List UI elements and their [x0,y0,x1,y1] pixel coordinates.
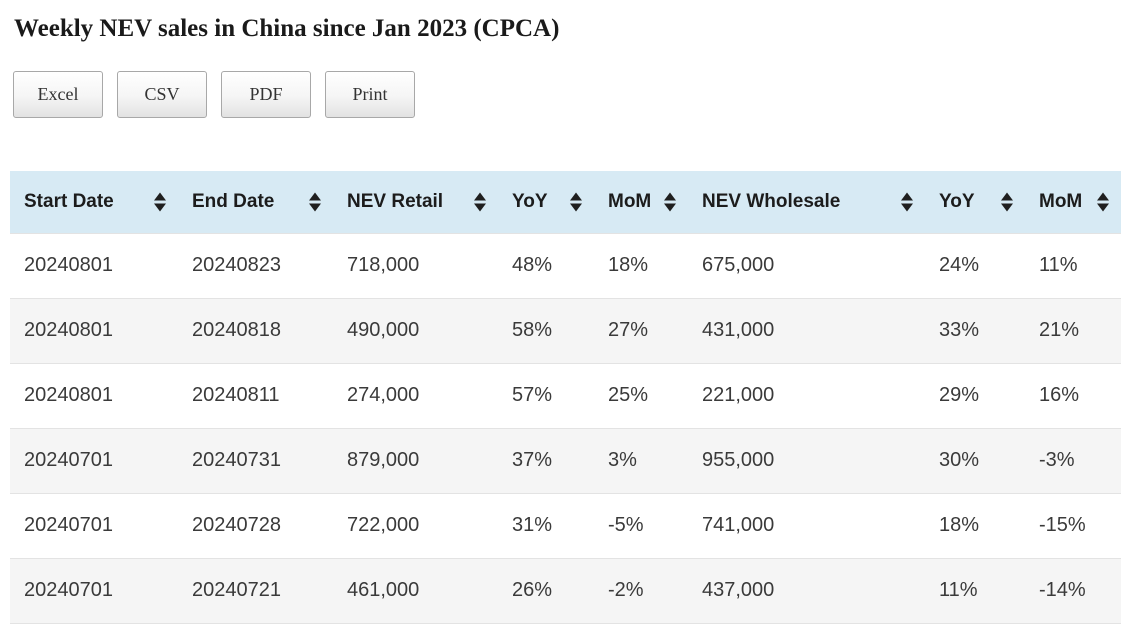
table-cell: 57% [498,362,594,429]
table-cell: 37% [498,427,594,494]
table-cell: 24% [925,232,1025,299]
table-cell: 20240728 [178,492,333,559]
column-header-nev-retail[interactable]: NEV Retail [333,171,498,234]
column-header-label: MoM [608,191,652,212]
sort-icon [309,192,321,212]
table-cell: 221,000 [688,362,925,429]
table-cell: 20240701 [10,427,178,494]
table-header: Start Date End Date NEV Retail YoY MoM N… [10,171,1121,234]
table-cell: 20240818 [178,297,333,364]
table-cell: 20240701 [10,492,178,559]
sort-icon [570,192,582,212]
sort-icon [1001,192,1013,212]
column-header-wholesale-mom[interactable]: MoM [1025,171,1121,234]
page-title: Weekly NEV sales in China since Jan 2023… [14,15,560,42]
column-header-wholesale-yoy[interactable]: YoY [925,171,1025,234]
sort-icon [154,192,166,212]
table-row: 20240701 20240721 461,000 26% -2% 437,000 11% -… [10,557,1121,624]
export-print-button[interactable]: Print [325,71,415,119]
column-header-start-date[interactable]: Start Date [10,171,178,234]
table-row: 20240801 20240811 274,000 57% 25% 221,000 29% 1… [10,362,1121,429]
table-cell: -2% [594,557,688,624]
table-cell: 675,000 [688,232,925,299]
table-cell: 461,000 [333,557,498,624]
table-cell: -14% [1025,557,1121,624]
table-cell: 11% [925,557,1025,624]
column-header-label: NEV Wholesale [702,191,841,212]
column-header-label: End Date [192,191,275,212]
table-cell: 20240823 [178,232,333,299]
column-header-retail-mom[interactable]: MoM [594,171,688,234]
table-cell: 741,000 [688,492,925,559]
table-cell: 431,000 [688,297,925,364]
table-cell: 11% [1025,232,1121,299]
table-cell: 20240731 [178,427,333,494]
table-cell: -5% [594,492,688,559]
table-cell: 26% [498,557,594,624]
sort-icon [474,192,486,212]
table-row: 20240801 20240818 490,000 58% 27% 431,000 33% 2… [10,297,1121,364]
export-csv-button[interactable]: CSV [117,71,207,119]
export-pdf-button[interactable]: PDF [221,71,311,119]
column-header-nev-wholesale[interactable]: NEV Wholesale [688,171,925,234]
table-body: 20240801 20240823 718,000 48% 18% 675,000 24% 1… [10,232,1121,624]
column-header-label: MoM [1039,191,1083,212]
table-cell: 20240801 [10,297,178,364]
table-cell: 58% [498,297,594,364]
table-cell: 722,000 [333,492,498,559]
table-cell: 20240811 [178,362,333,429]
table-cell: 29% [925,362,1025,429]
table-cell: 16% [1025,362,1121,429]
table-cell: 20240701 [10,557,178,624]
sort-icon [664,192,676,212]
table-cell: 33% [925,297,1025,364]
table-cell: 18% [925,492,1025,559]
column-header-end-date[interactable]: End Date [178,171,333,234]
column-header-label: YoY [512,191,548,212]
table-cell: 879,000 [333,427,498,494]
table-row: 20240701 20240731 879,000 37% 3% 955,000 30% -3… [10,427,1121,494]
column-header-retail-yoy[interactable]: YoY [498,171,594,234]
column-header-label: NEV Retail [347,191,444,212]
table-cell: -15% [1025,492,1121,559]
table-cell: 437,000 [688,557,925,624]
table-row: 20240701 20240728 722,000 31% -5% 741,000 18% -… [10,492,1121,559]
table-cell: 18% [594,232,688,299]
table-cell: 20240801 [10,232,178,299]
table-cell: 718,000 [333,232,498,299]
table-cell: 31% [498,492,594,559]
export-excel-button[interactable]: Excel [13,71,103,119]
table-cell: 27% [594,297,688,364]
table-cell: -3% [1025,427,1121,494]
table-header-row: Start Date End Date NEV Retail YoY MoM N… [10,171,1121,234]
table-cell: 30% [925,427,1025,494]
column-header-label: Start Date [24,191,114,212]
nev-sales-table: Start Date End Date NEV Retail YoY MoM N… [10,171,1121,624]
column-header-label: YoY [939,191,975,212]
table-cell: 20240721 [178,557,333,624]
table-row: 20240801 20240823 718,000 48% 18% 675,000 24% 1… [10,232,1121,299]
table-cell: 274,000 [333,362,498,429]
table-cell: 490,000 [333,297,498,364]
export-toolbar: Excel CSV PDF Print [13,71,1131,119]
table-cell: 48% [498,232,594,299]
table-cell: 20240801 [10,362,178,429]
table-cell: 3% [594,427,688,494]
table-cell: 25% [594,362,688,429]
sort-icon [901,192,913,212]
table-cell: 955,000 [688,427,925,494]
table-cell: 21% [1025,297,1121,364]
sort-icon [1097,192,1109,212]
